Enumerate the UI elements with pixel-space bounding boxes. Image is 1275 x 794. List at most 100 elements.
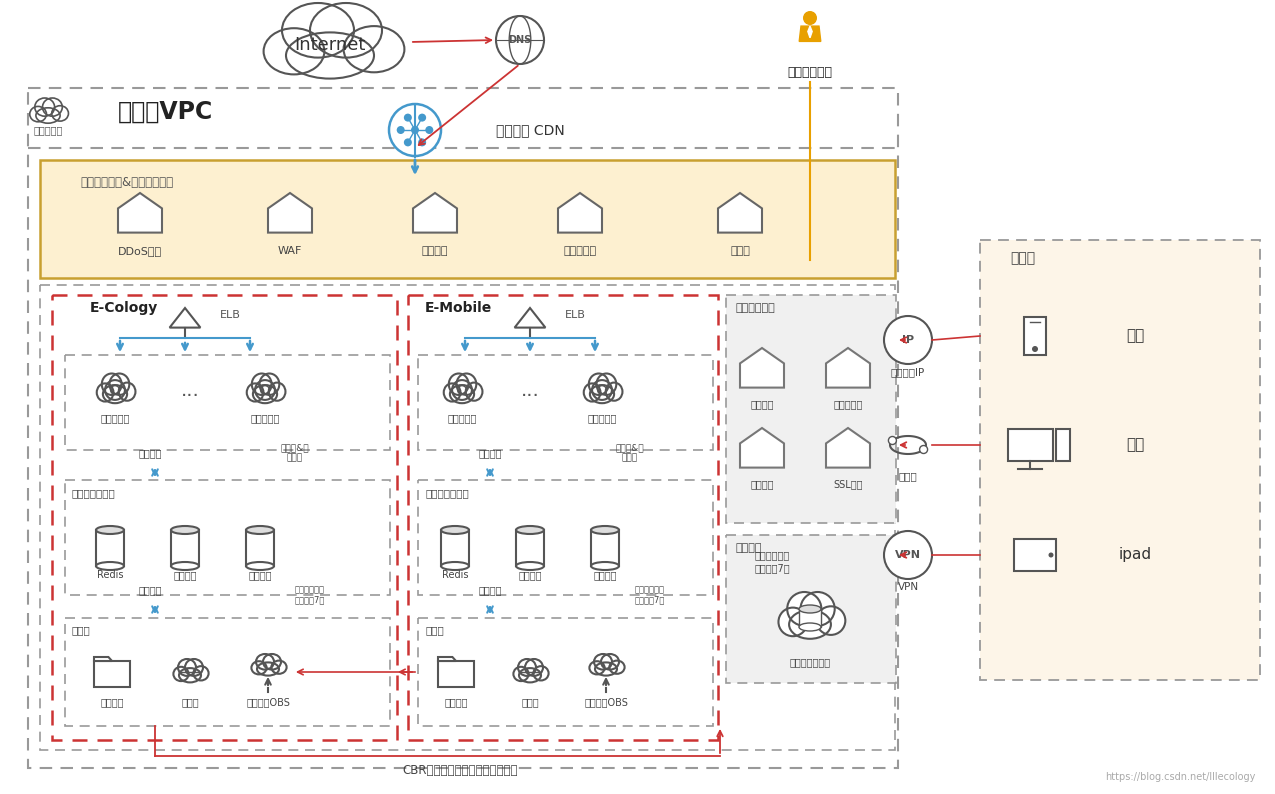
Ellipse shape <box>518 659 536 676</box>
Ellipse shape <box>444 384 460 402</box>
Polygon shape <box>119 193 162 233</box>
Text: 电脑: 电脑 <box>1126 437 1144 453</box>
Ellipse shape <box>592 562 618 570</box>
Polygon shape <box>808 26 812 38</box>
Text: https://blog.csdn.net/lllecology: https://blog.csdn.net/lllecology <box>1104 772 1255 782</box>
Text: E-Cology: E-Cology <box>91 301 158 315</box>
Text: VPN: VPN <box>895 550 921 560</box>
Polygon shape <box>718 193 762 233</box>
Ellipse shape <box>456 373 477 395</box>
Bar <box>441 530 469 566</box>
Text: 云专线: 云专线 <box>899 471 918 481</box>
Bar <box>96 530 124 566</box>
Ellipse shape <box>590 385 615 403</box>
Polygon shape <box>170 308 200 328</box>
Bar <box>725 295 896 523</box>
Circle shape <box>426 126 434 134</box>
Text: 云硬盘: 云硬盘 <box>181 697 199 707</box>
Text: 数据库免费备: 数据库免费备 <box>295 585 325 595</box>
Ellipse shape <box>185 659 203 676</box>
Ellipse shape <box>450 385 474 403</box>
Text: 数据库备: 数据库备 <box>249 570 272 580</box>
Ellipse shape <box>465 383 482 401</box>
Bar <box>725 535 896 683</box>
Circle shape <box>1048 553 1053 557</box>
Text: Redis: Redis <box>441 570 468 580</box>
Ellipse shape <box>589 373 608 395</box>
Text: 应用服务器: 应用服务器 <box>448 413 477 423</box>
Text: 数据库免费备: 数据库免费备 <box>635 585 666 595</box>
Ellipse shape <box>247 384 264 402</box>
Ellipse shape <box>595 662 617 676</box>
Text: 华为云VPC: 华为云VPC <box>117 100 213 124</box>
Ellipse shape <box>252 385 277 403</box>
Text: 网络加速 CDN: 网络加速 CDN <box>496 123 565 137</box>
Ellipse shape <box>179 659 196 676</box>
Text: 存储层: 存储层 <box>71 625 91 635</box>
Bar <box>418 618 713 726</box>
Ellipse shape <box>799 623 821 631</box>
Bar <box>418 480 713 595</box>
Ellipse shape <box>272 661 287 674</box>
Polygon shape <box>515 308 546 328</box>
Bar <box>1014 539 1056 571</box>
Ellipse shape <box>42 98 62 116</box>
Polygon shape <box>799 26 821 41</box>
Ellipse shape <box>258 662 279 676</box>
Bar <box>1056 429 1070 461</box>
Ellipse shape <box>799 605 821 613</box>
Text: 安全组&访
回控制: 安全组&访 回控制 <box>616 443 644 463</box>
Text: 态势感知: 态势感知 <box>422 246 449 256</box>
Text: Redis: Redis <box>97 570 124 580</box>
Ellipse shape <box>173 667 189 681</box>
Ellipse shape <box>310 3 382 58</box>
Text: 安全区域边界&安全管理中心: 安全区域边界&安全管理中心 <box>80 176 173 189</box>
Ellipse shape <box>514 667 529 681</box>
Text: E-Mobile: E-Mobile <box>425 301 492 315</box>
Polygon shape <box>740 428 784 468</box>
Circle shape <box>418 138 426 146</box>
Ellipse shape <box>589 661 604 674</box>
Bar <box>171 530 199 566</box>
Ellipse shape <box>606 383 622 401</box>
Ellipse shape <box>251 661 266 674</box>
Ellipse shape <box>592 526 618 534</box>
Polygon shape <box>413 193 456 233</box>
Ellipse shape <box>36 108 60 123</box>
Ellipse shape <box>52 106 69 121</box>
Circle shape <box>404 114 412 121</box>
Bar <box>65 355 390 450</box>
Text: DNS: DNS <box>509 35 532 45</box>
Circle shape <box>389 104 441 156</box>
Text: ELB: ELB <box>565 310 587 320</box>
Text: 数据交互: 数据交互 <box>478 585 502 595</box>
Ellipse shape <box>263 654 280 669</box>
Text: 云监控服务: 云监控服务 <box>564 246 597 256</box>
Circle shape <box>397 126 404 134</box>
Ellipse shape <box>179 668 201 682</box>
Text: 数据库免费备: 数据库免费备 <box>755 550 790 560</box>
Bar <box>94 661 130 687</box>
Circle shape <box>404 138 412 146</box>
Text: 份，保留7天: 份，保留7天 <box>295 596 325 604</box>
Text: 数据交互: 数据交互 <box>138 585 162 595</box>
Ellipse shape <box>789 611 831 639</box>
Text: ELB: ELB <box>221 310 241 320</box>
Text: 对象存储OBS: 对象存储OBS <box>246 697 289 707</box>
Bar <box>980 240 1260 680</box>
Bar <box>516 530 544 566</box>
Text: 文件服务: 文件服务 <box>444 697 468 707</box>
Circle shape <box>884 316 932 364</box>
Circle shape <box>884 531 932 579</box>
Ellipse shape <box>96 562 124 570</box>
Text: 份，保留7天: 份，保留7天 <box>755 563 790 573</box>
Polygon shape <box>439 657 456 661</box>
Ellipse shape <box>102 373 121 395</box>
Text: 数据库及中间件: 数据库及中间件 <box>425 488 469 498</box>
Ellipse shape <box>441 562 469 570</box>
Text: 应用服务器: 应用服务器 <box>250 413 279 423</box>
Ellipse shape <box>171 562 199 570</box>
Ellipse shape <box>787 592 821 626</box>
Text: 安全组&访
回控制: 安全组&访 回控制 <box>280 443 310 463</box>
Ellipse shape <box>194 666 209 680</box>
